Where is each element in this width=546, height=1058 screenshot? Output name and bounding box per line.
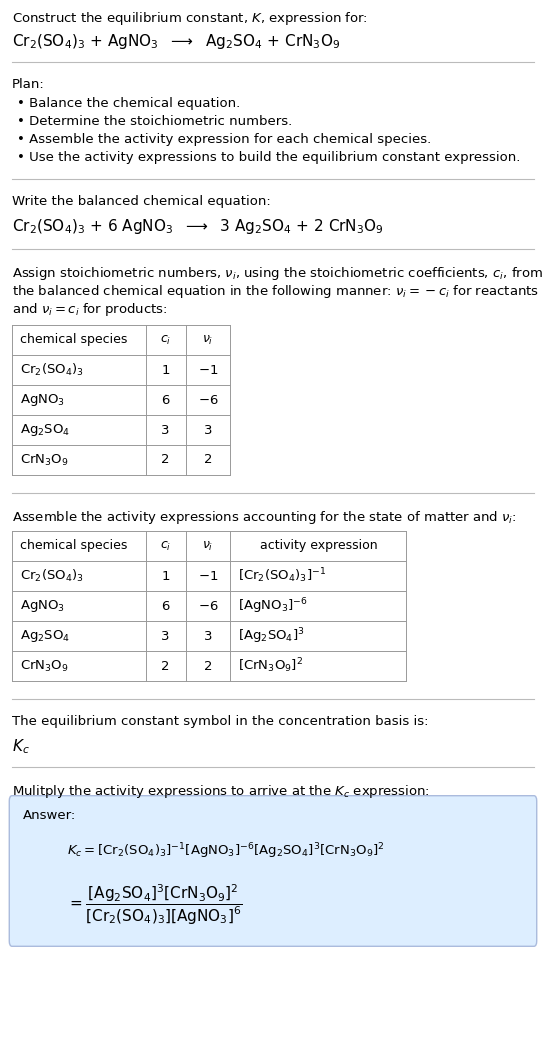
- Text: 1: 1: [162, 569, 170, 583]
- Text: $\mathrm{Ag_2SO_4}$: $\mathrm{Ag_2SO_4}$: [20, 628, 70, 644]
- Text: Write the balanced chemical equation:: Write the balanced chemical equation:: [12, 195, 271, 208]
- Text: the balanced chemical equation in the following manner: $\nu_i = -c_i$ for react: the balanced chemical equation in the fo…: [12, 282, 539, 300]
- Text: $c_i$: $c_i$: [160, 333, 171, 347]
- Text: $\mathrm{CrN_3O_9}$: $\mathrm{CrN_3O_9}$: [20, 453, 68, 468]
- Text: 2: 2: [204, 659, 212, 673]
- Text: 3: 3: [204, 630, 212, 642]
- Text: • Balance the chemical equation.: • Balance the chemical equation.: [17, 97, 241, 110]
- Text: $\mathrm{CrN_3O_9}$: $\mathrm{CrN_3O_9}$: [20, 658, 68, 674]
- Text: $K_c = [\mathrm{Cr_2(SO_4)_3}]^{-1} [\mathrm{AgNO_3}]^{-6} [\mathrm{Ag_2SO_4}]^3: $K_c = [\mathrm{Cr_2(SO_4)_3}]^{-1} [\ma…: [67, 841, 384, 860]
- Text: $\mathrm{Ag_2SO_4}$: $\mathrm{Ag_2SO_4}$: [20, 422, 70, 438]
- Text: 3: 3: [204, 423, 212, 437]
- Text: 2: 2: [162, 659, 170, 673]
- Text: and $\nu_i = c_i$ for products:: and $\nu_i = c_i$ for products:: [12, 300, 168, 318]
- Text: $[\mathrm{Cr_2(SO_4)_3}]^{-1}$: $[\mathrm{Cr_2(SO_4)_3}]^{-1}$: [238, 567, 327, 585]
- Text: 3: 3: [162, 423, 170, 437]
- Text: chemical species: chemical species: [20, 333, 127, 347]
- Text: $= \dfrac{[\mathrm{Ag_2SO_4}]^3 [\mathrm{CrN_3O_9}]^2}{[\mathrm{Cr_2(SO_4)_3}][\: $= \dfrac{[\mathrm{Ag_2SO_4}]^3 [\mathrm…: [67, 883, 242, 927]
- Text: 2: 2: [204, 454, 212, 467]
- Text: Assemble the activity expressions accounting for the state of matter and $\nu_i$: Assemble the activity expressions accoun…: [12, 509, 517, 526]
- Text: $K_c$: $K_c$: [12, 737, 29, 755]
- Text: $\nu_i$: $\nu_i$: [203, 540, 213, 552]
- Text: 2: 2: [162, 454, 170, 467]
- Text: • Use the activity expressions to build the equilibrium constant expression.: • Use the activity expressions to build …: [17, 151, 521, 164]
- Text: 6: 6: [162, 600, 170, 613]
- Text: $\mathrm{Cr_2(SO_4)_3}$: $\mathrm{Cr_2(SO_4)_3}$: [20, 568, 84, 584]
- Text: The equilibrium constant symbol in the concentration basis is:: The equilibrium constant symbol in the c…: [12, 715, 429, 728]
- Text: $\mathrm{Cr_2(SO_4)_3}$ + 6 $\mathrm{AgNO_3}$  $\longrightarrow$  3 $\mathrm{Ag_: $\mathrm{Cr_2(SO_4)_3}$ + 6 $\mathrm{AgN…: [12, 217, 384, 236]
- Text: $[\mathrm{CrN_3O_9}]^2$: $[\mathrm{CrN_3O_9}]^2$: [238, 657, 303, 675]
- Text: • Determine the stoichiometric numbers.: • Determine the stoichiometric numbers.: [17, 115, 293, 128]
- FancyBboxPatch shape: [9, 796, 537, 946]
- Text: 3: 3: [162, 630, 170, 642]
- Text: 1: 1: [162, 364, 170, 377]
- Text: 6: 6: [162, 394, 170, 406]
- Text: $-6$: $-6$: [198, 394, 218, 406]
- Text: $c_i$: $c_i$: [160, 540, 171, 552]
- Text: $\mathrm{Cr_2(SO_4)_3}$ + $\mathrm{AgNO_3}$  $\longrightarrow$  $\mathrm{Ag_2SO_: $\mathrm{Cr_2(SO_4)_3}$ + $\mathrm{AgNO_…: [12, 32, 340, 51]
- Text: Mulitply the activity expressions to arrive at the $K_c$ expression:: Mulitply the activity expressions to arr…: [12, 783, 430, 800]
- Text: $\mathrm{AgNO_3}$: $\mathrm{AgNO_3}$: [20, 393, 65, 408]
- Text: chemical species: chemical species: [20, 540, 127, 552]
- Text: $-6$: $-6$: [198, 600, 218, 613]
- Text: Plan:: Plan:: [12, 78, 45, 91]
- Text: Construct the equilibrium constant, $K$, expression for:: Construct the equilibrium constant, $K$,…: [12, 10, 368, 28]
- Text: $[\mathrm{AgNO_3}]^{-6}$: $[\mathrm{AgNO_3}]^{-6}$: [238, 597, 308, 616]
- Text: $\mathrm{AgNO_3}$: $\mathrm{AgNO_3}$: [20, 598, 65, 614]
- Text: $\nu_i$: $\nu_i$: [203, 333, 213, 347]
- Text: $-1$: $-1$: [198, 569, 218, 583]
- Text: $\mathrm{Cr_2(SO_4)_3}$: $\mathrm{Cr_2(SO_4)_3}$: [20, 362, 84, 378]
- Text: Answer:: Answer:: [23, 809, 76, 822]
- Text: $[\mathrm{Ag_2SO_4}]^3$: $[\mathrm{Ag_2SO_4}]^3$: [238, 626, 305, 645]
- Text: activity expression: activity expression: [259, 540, 377, 552]
- Text: • Assemble the activity expression for each chemical species.: • Assemble the activity expression for e…: [17, 133, 432, 146]
- Text: Assign stoichiometric numbers, $\nu_i$, using the stoichiometric coefficients, $: Assign stoichiometric numbers, $\nu_i$, …: [12, 264, 543, 282]
- Text: $-1$: $-1$: [198, 364, 218, 377]
